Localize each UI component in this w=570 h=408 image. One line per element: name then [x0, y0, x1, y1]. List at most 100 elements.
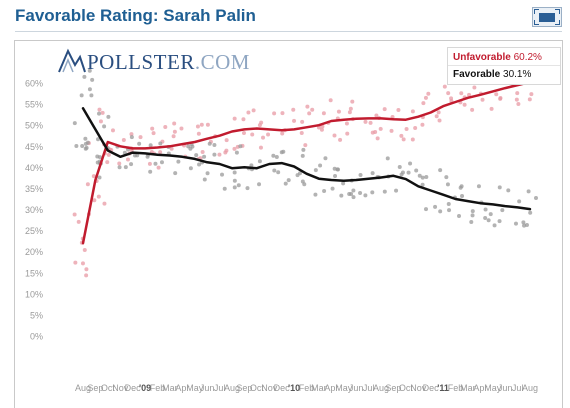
unfavorable-poll-dot — [84, 273, 89, 278]
x-tick-label: Oct — [399, 383, 414, 393]
x-tick-label: May — [335, 383, 353, 393]
unfavorable-poll-dot — [138, 135, 143, 140]
favorable-poll-dot — [272, 168, 277, 173]
x-tick-label: Mar — [162, 383, 178, 393]
favorable-poll-dot — [458, 185, 463, 190]
favorable-poll-dot — [492, 223, 497, 228]
unfavorable-poll-dot — [442, 84, 447, 89]
favorable-poll-dot — [470, 209, 475, 214]
unfavorable-poll-dot — [91, 174, 96, 179]
unfavorable-poll-dot — [472, 85, 477, 90]
favorable-poll-dot — [406, 170, 411, 175]
expand-corner-icon — [534, 20, 539, 25]
unfavorable-poll-dot — [205, 122, 210, 127]
x-tick-label: '09 — [139, 383, 151, 393]
favorable-poll-dot — [385, 156, 390, 161]
unfavorable-poll-dot — [413, 126, 418, 131]
favorable-poll-dot — [363, 193, 368, 198]
expand-corner-icon — [555, 20, 560, 25]
trend-lines — [81, 80, 532, 245]
legend-unfavorable-value: 60.2% — [513, 52, 542, 63]
x-tick-label: Sep — [87, 383, 103, 393]
favorable-poll-dot — [236, 183, 241, 188]
unfavorable-poll-dot — [338, 137, 343, 142]
favorable-poll-dot — [135, 153, 140, 158]
favorable-poll-dot — [521, 220, 526, 225]
unfavorable-poll-dot — [156, 165, 161, 170]
unfavorable-poll-dot — [150, 126, 155, 131]
unfavorable-poll-dot — [258, 145, 263, 150]
x-tick-label: Jul — [214, 383, 226, 393]
unfavorable-poll-dot — [332, 133, 337, 138]
x-tick-label: Aug — [373, 383, 389, 393]
unfavorable-poll-dot — [350, 99, 355, 104]
y-tick-label: 35% — [25, 184, 43, 194]
favorable-trend-line — [81, 107, 532, 211]
x-tick-label: Dec — [423, 383, 440, 393]
favorable-poll-dot — [286, 178, 291, 183]
unfavorable-poll-dot — [382, 107, 387, 112]
favorable-poll-dot — [526, 189, 531, 194]
pollster-logo-text: POLLSTER.COM — [87, 50, 250, 75]
favorable-poll-dot — [323, 156, 328, 161]
favorable-poll-dot — [517, 199, 522, 204]
unfavorable-poll-dot — [446, 91, 451, 96]
y-tick-label: 30% — [25, 205, 43, 215]
favorable-poll-dot — [438, 168, 443, 173]
unfavorable-poll-dot — [374, 113, 379, 118]
x-tick-label: Jun — [349, 383, 364, 393]
legend-divider — [448, 65, 560, 66]
favorable-poll-dot — [190, 144, 195, 149]
unfavorable-poll-dot — [224, 138, 229, 143]
favorable-poll-dot — [423, 207, 428, 212]
favorable-poll-dot — [97, 155, 102, 160]
expand-icon — [539, 13, 555, 22]
chart-legend: Unfavorable 60.2% Favorable 30.1% — [447, 47, 561, 85]
x-tick-label: Jul — [363, 383, 375, 393]
unfavorable-poll-dot — [280, 111, 285, 116]
expand-chart-button[interactable] — [532, 7, 562, 27]
unfavorable-poll-dot — [300, 119, 305, 124]
favorable-poll-dot — [447, 208, 452, 213]
unfavorable-poll-dot — [375, 136, 380, 141]
favorable-poll-dot — [358, 172, 363, 177]
favorable-poll-dot — [301, 147, 306, 152]
favorable-poll-dot — [232, 178, 237, 183]
favorable-poll-dot — [332, 166, 337, 171]
expand-corner-icon — [555, 9, 560, 14]
unfavorable-poll-dot — [163, 125, 168, 130]
expand-corner-icon — [534, 9, 539, 14]
favorable-poll-dot — [420, 182, 425, 187]
y-tick-label: 5% — [30, 310, 43, 320]
favorable-poll-dot — [234, 150, 239, 155]
favorable-poll-dot — [297, 171, 302, 176]
unfavorable-poll-dot — [480, 97, 485, 102]
x-tick-label: Nov — [261, 383, 278, 393]
unfavorable-poll-dot — [527, 97, 532, 102]
y-tick-label: 50% — [25, 121, 43, 131]
x-tick-label: Apr — [473, 383, 487, 393]
unfavorable-poll-dot — [319, 127, 324, 132]
favorable-poll-dot — [522, 223, 527, 228]
favorable-poll-dot — [82, 74, 87, 79]
unfavorable-poll-dot — [80, 261, 85, 266]
favorable-poll-dot — [74, 144, 79, 149]
unfavorable-poll-dot — [344, 121, 349, 126]
favorable-poll-dot — [400, 170, 405, 175]
y-tick-label: 40% — [25, 163, 43, 173]
unfavorable-poll-dot — [421, 101, 426, 106]
unfavorable-poll-dot — [125, 157, 130, 162]
favorable-poll-dot — [271, 153, 276, 158]
favorable-poll-dot — [497, 219, 502, 224]
favorable-poll-dot — [257, 182, 262, 187]
unfavorable-poll-dot — [303, 143, 308, 148]
unfavorable-poll-dot — [437, 118, 442, 123]
unfavorable-poll-dot — [292, 118, 297, 123]
y-tick-label: 25% — [25, 226, 43, 236]
favorable-poll-dot — [330, 186, 335, 191]
favorable-poll-dot — [207, 141, 212, 146]
unfavorable-poll-dot — [378, 126, 383, 131]
favorable-poll-dot — [153, 161, 158, 166]
favorable-poll-dot — [476, 184, 481, 189]
